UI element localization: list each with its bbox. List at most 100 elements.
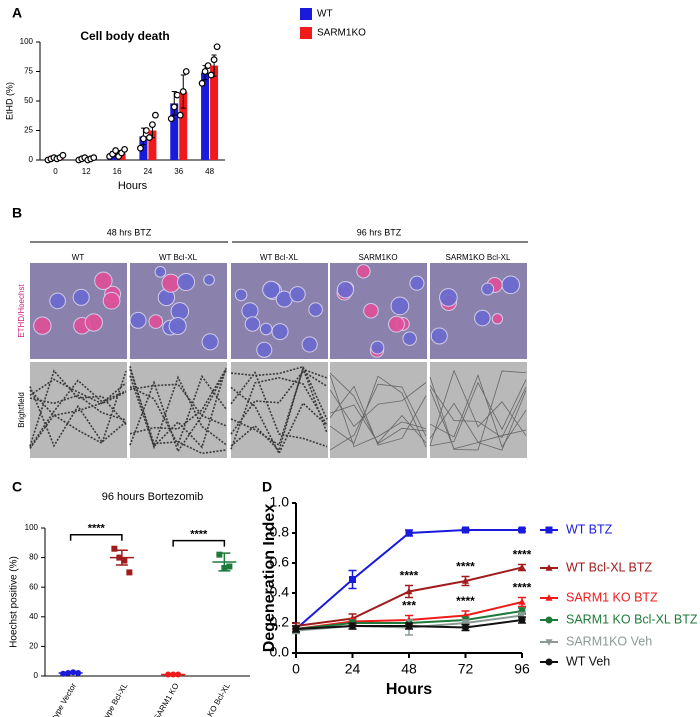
brightfield-image [130, 362, 227, 458]
bar [201, 72, 210, 160]
axon [129, 375, 227, 450]
bar [148, 130, 157, 160]
y-tick-label: 100 [20, 37, 34, 46]
y-tick-label: 0.2 [270, 614, 290, 630]
axon [329, 372, 427, 445]
cell [439, 288, 458, 307]
marker [518, 616, 526, 624]
error-bar [167, 673, 180, 677]
cell [262, 280, 281, 299]
marker [462, 624, 469, 631]
cell [259, 322, 273, 336]
marker [462, 577, 469, 584]
marker [545, 658, 553, 666]
axon [429, 379, 527, 447]
axon [129, 368, 227, 435]
cell [430, 327, 448, 345]
x-tick-label: 48 [205, 167, 214, 176]
cell [271, 323, 289, 341]
data-point [146, 134, 153, 141]
significance-label: **** [456, 560, 475, 574]
legend-label: WT Bcl-XL BTZ [566, 560, 652, 574]
bar [179, 91, 188, 160]
data-point [226, 563, 233, 570]
x-tick-label: 24 [143, 167, 152, 176]
marker [405, 529, 413, 537]
cell [402, 331, 417, 346]
cell [168, 316, 187, 336]
x-tick-label: SARM1 KO [152, 682, 180, 717]
axon [129, 374, 227, 447]
axon [29, 378, 127, 405]
y-tick-label: 0 [29, 155, 34, 164]
axon [29, 379, 127, 448]
cell [336, 281, 355, 299]
marker [545, 594, 553, 601]
data-point [121, 557, 128, 564]
legend-label: SARM1 KO Bcl-XL BTZ [566, 612, 698, 626]
column-label: WT Bcl-XL [260, 253, 299, 262]
axon [29, 386, 127, 448]
cell [356, 264, 371, 279]
y-tick-label: 50 [24, 96, 33, 105]
axon [29, 382, 127, 417]
cell [363, 302, 379, 319]
marker [545, 616, 553, 624]
cell [241, 302, 259, 320]
panel-label: A [12, 5, 22, 21]
marker [545, 564, 553, 571]
chart-title: Cell body death [80, 29, 169, 43]
data-point [213, 43, 221, 51]
marker [405, 622, 413, 630]
cell [84, 313, 103, 332]
cell [154, 266, 167, 278]
marker [518, 612, 526, 620]
data-point [167, 115, 175, 123]
y-axis-label: EtHD (%) [4, 82, 14, 120]
legend-swatch [300, 27, 312, 39]
data-point [176, 111, 184, 119]
data-point [216, 551, 223, 558]
axon [329, 382, 427, 428]
data-point [179, 88, 187, 95]
error-bar [64, 671, 77, 675]
cell [94, 271, 113, 291]
cell [203, 274, 215, 286]
panel-label: C [12, 479, 22, 495]
column-label: SARM1KO Bcl-XL [446, 253, 511, 262]
y-tick-label: 1.0 [270, 494, 290, 510]
data-point [149, 121, 156, 128]
significance-bracket [69, 533, 123, 541]
significance-label: *** [402, 599, 416, 613]
marker [545, 526, 553, 534]
data-point [90, 154, 98, 162]
data-point [140, 135, 147, 143]
data-point [170, 103, 178, 111]
marker [518, 563, 526, 571]
cell [491, 313, 504, 325]
legend-label: SARM1 KO BTZ [566, 590, 658, 604]
cell [388, 315, 405, 333]
cell [33, 316, 52, 335]
axon [329, 383, 427, 451]
bar [210, 65, 219, 160]
bar [170, 103, 179, 160]
y-tick-label: 0.8 [270, 524, 290, 540]
axon [129, 366, 227, 449]
axon [29, 394, 127, 421]
legend-label: WT [317, 9, 333, 20]
x-axis-label: Hours [386, 681, 432, 698]
group-label: 96 hrs BTZ [357, 227, 402, 237]
y-axis-label: Degeneration Index [261, 504, 278, 653]
data-point [182, 68, 190, 75]
axon [230, 365, 328, 420]
significance-label: **** [456, 594, 475, 608]
group-label: 48 hrs BTZ [107, 227, 152, 237]
data-point [137, 144, 144, 152]
significance-bracket [172, 539, 226, 547]
y-tick-label: 60 [29, 582, 38, 591]
marker [349, 576, 356, 583]
axon [230, 376, 328, 450]
x-tick-label: 0 [53, 167, 58, 176]
cell [72, 288, 90, 306]
